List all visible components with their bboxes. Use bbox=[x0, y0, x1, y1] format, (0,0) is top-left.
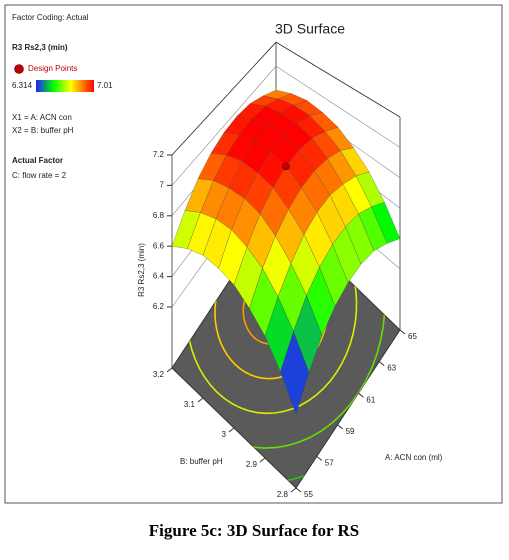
x-tick bbox=[316, 456, 323, 461]
grid-line bbox=[171, 65, 401, 186]
y-tick-label: 2.8 bbox=[277, 490, 289, 499]
legend-label: Design Points bbox=[28, 64, 77, 73]
y-tick bbox=[166, 367, 173, 373]
y-tick bbox=[259, 457, 266, 463]
x-tick bbox=[378, 361, 385, 366]
y-tick-label: 3.2 bbox=[153, 370, 165, 379]
y-tick bbox=[228, 427, 235, 433]
z-tick-label: 7 bbox=[160, 181, 165, 190]
x-axis-title: A: ACN con (ml) bbox=[385, 453, 443, 462]
y-tick-label: 3 bbox=[222, 430, 227, 439]
x-tick-label: 55 bbox=[304, 490, 313, 499]
y-tick-label: 3.1 bbox=[184, 400, 196, 409]
colorbar-min: 6.314 bbox=[12, 81, 33, 90]
y-tick bbox=[290, 487, 297, 493]
design-point bbox=[282, 162, 290, 171]
z-axis-title: R3 Rs2,3 (min) bbox=[137, 243, 146, 297]
z-tick-label: 6.2 bbox=[153, 302, 165, 311]
colorbar-max: 7.01 bbox=[97, 81, 113, 90]
legend-marker bbox=[14, 64, 24, 74]
x-tick bbox=[337, 424, 343, 430]
z-tick-label: 6.8 bbox=[153, 211, 165, 220]
x-tick bbox=[295, 487, 302, 493]
actual-factor-heading: Actual Factor bbox=[12, 156, 63, 165]
y-tick-label: 2.9 bbox=[246, 460, 258, 469]
surface-cell bbox=[280, 330, 310, 415]
z-tick-label: 7.2 bbox=[153, 150, 165, 159]
chart-title: 3D Surface bbox=[275, 21, 345, 37]
actual-factor: C: flow rate = 2 bbox=[12, 171, 67, 180]
factor-coding: Factor Coding: Actual bbox=[12, 13, 89, 22]
z-tick-label: 6.6 bbox=[153, 241, 165, 250]
x-tick bbox=[358, 392, 364, 398]
colorbar bbox=[36, 80, 94, 92]
y-axis-title: B: buffer pH bbox=[180, 457, 223, 466]
x-tick-label: 63 bbox=[387, 364, 396, 373]
x-tick bbox=[399, 329, 406, 335]
x-tick-label: 65 bbox=[408, 332, 417, 341]
z-tick-label: 6.4 bbox=[153, 272, 165, 281]
caption: Figure 5c: 3D Surface for RS bbox=[149, 521, 359, 540]
y-tick bbox=[197, 397, 204, 403]
box-edge bbox=[171, 41, 401, 156]
x-tick-label: 57 bbox=[325, 459, 334, 468]
x1-legend: X1 = A: ACN con bbox=[12, 113, 72, 122]
plot: 6.2 6.4 6.6 6.8 7 7.2 55 57 59 61 63 65 2.8 2.9 3 3.1 3.… bbox=[153, 41, 417, 499]
x-tick-label: 61 bbox=[366, 395, 375, 404]
x2-legend: X2 = B: buffer pH bbox=[12, 126, 74, 135]
x-tick-label: 59 bbox=[346, 427, 355, 436]
response-name: R3 Rs2,3 (min) bbox=[12, 43, 68, 52]
